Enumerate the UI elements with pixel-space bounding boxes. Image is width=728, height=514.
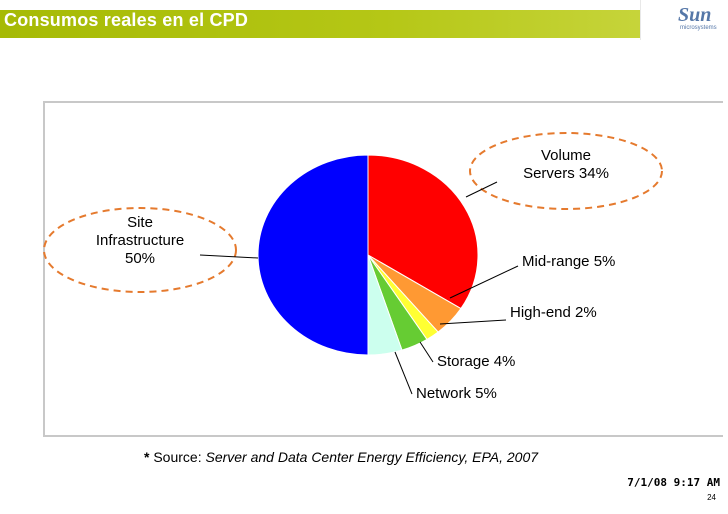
source-citation: Server and Data Center Energy Efficiency…	[205, 449, 539, 465]
leader-line	[465, 181, 498, 198]
leader-line	[449, 265, 519, 299]
slice-label: Volume Servers 34%	[523, 147, 609, 182]
source-star: *	[144, 449, 150, 465]
leader-line	[439, 319, 507, 325]
title-bar	[0, 10, 640, 38]
sun-logo-subtext: microsystems	[680, 25, 717, 31]
leader-line	[419, 341, 434, 363]
slice-label: Site Infrastructure 50%	[96, 214, 184, 267]
leader-line	[394, 351, 413, 395]
pie-slice-1	[367, 154, 479, 310]
leader-line	[199, 254, 259, 259]
slice-label: High-end 2%	[510, 304, 597, 321]
slide-date: 7/1/08 9:17 AM	[627, 476, 720, 489]
source-prefix: Source:	[149, 449, 206, 465]
slide-title: Consumos reales en el CPD	[4, 10, 249, 30]
sun-logo: Sun	[678, 4, 712, 26]
slice-label: Storage 4%	[437, 353, 515, 370]
pie-slice-6	[257, 154, 369, 356]
slice-label: Mid-range 5%	[522, 253, 615, 270]
highlight-ellipse	[469, 132, 663, 210]
source-note: * Source: Server and Data Center Energy …	[144, 449, 538, 465]
page-number: 24	[707, 493, 716, 502]
highlight-ellipse	[43, 207, 237, 293]
slice-label: Network 5%	[416, 385, 497, 402]
logo-area	[640, 0, 728, 40]
